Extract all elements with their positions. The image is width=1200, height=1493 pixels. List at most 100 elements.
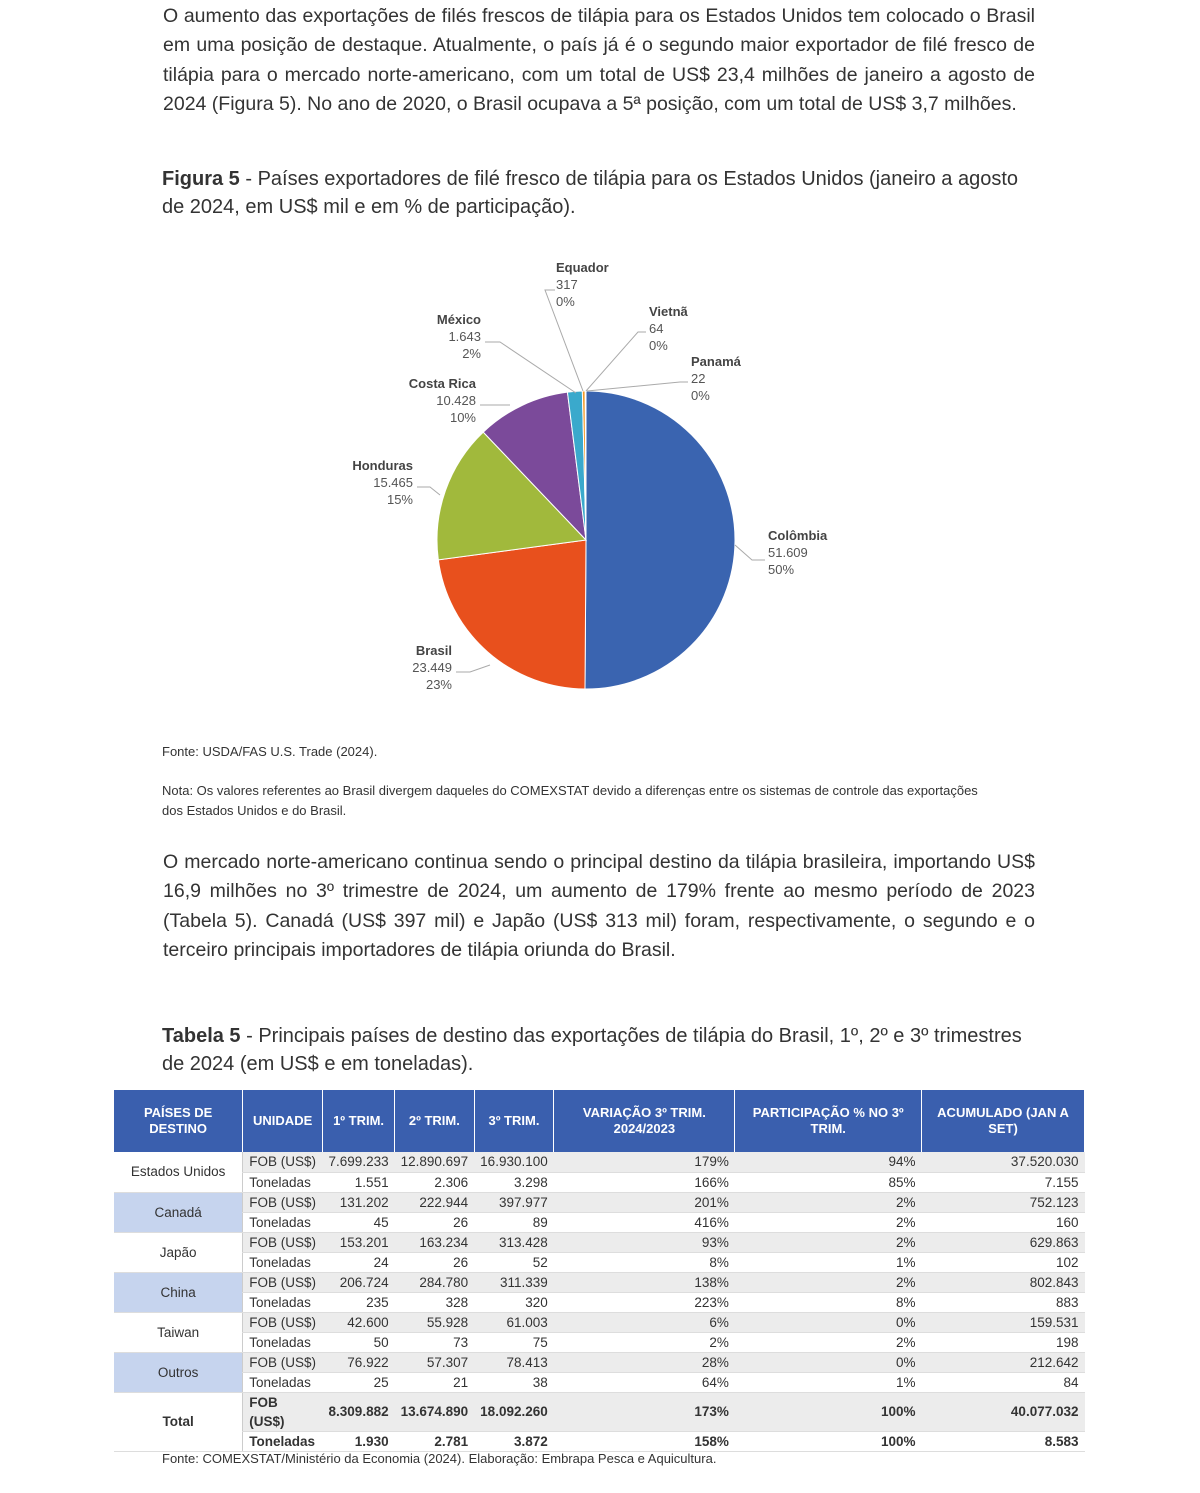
leader-line: [734, 544, 765, 561]
table-cell: FOB (US$): [242, 1152, 323, 1173]
table: PAÍSES DE DESTINO UNIDADE 1º TRIM. 2º TRIM.…: [114, 1090, 1085, 1452]
table-cell: 40.077.032: [921, 1392, 1085, 1432]
country-cell: China: [114, 1272, 243, 1313]
table-cell: 179%: [553, 1152, 735, 1173]
pie-label-value: 15.465: [373, 475, 413, 490]
header-cell: PAÍSES DE DESTINO: [114, 1090, 244, 1152]
table-cell: Toneladas: [242, 1332, 323, 1353]
table-cell: 13.674.890: [394, 1392, 475, 1432]
pie-label-percent: 0%: [556, 294, 575, 309]
table-row: Japão FOB (US$) 153.201 163.234 313.428 93% 2%…: [114, 1232, 1085, 1273]
table-cell: 102: [921, 1252, 1085, 1273]
table-cell: 2%: [553, 1332, 735, 1353]
table-cell: 131.202: [322, 1192, 395, 1213]
table-cell: FOB (US$): [242, 1352, 323, 1373]
table-cell: 7.699.233: [322, 1152, 395, 1173]
table-cell: 158%: [553, 1431, 735, 1452]
country-cell: Japão: [114, 1232, 243, 1273]
table-cell: FOB (US$): [242, 1192, 323, 1213]
pie-label-value: 51.609: [768, 545, 808, 560]
pie-label-value: 22: [691, 371, 705, 386]
table-row: China FOB (US$) 206.724 284.780 311.339 138% 2…: [114, 1272, 1085, 1313]
table-cell: 0%: [734, 1352, 922, 1373]
table-cell: 85%: [734, 1172, 922, 1193]
table-cell: 94%: [734, 1152, 922, 1173]
pie-label-percent: 0%: [691, 388, 710, 403]
table-cell: 26: [394, 1252, 475, 1273]
table-cell: 12.890.697: [394, 1152, 475, 1173]
table-cell: 8%: [553, 1252, 735, 1273]
table-cell: Toneladas: [242, 1252, 323, 1273]
table-cell: 313.428: [474, 1232, 554, 1253]
table-row: Total FOB (US$) 8.309.882 13.674.890 18.092.…: [114, 1392, 1085, 1452]
pie-label-name: Colômbia: [768, 528, 828, 543]
table-cell: 802.843: [921, 1272, 1085, 1293]
header-row: PAÍSES DE DESTINO UNIDADE 1º TRIM. 2º TRIM.…: [114, 1090, 1085, 1152]
table-row: Toneladas 1.551 2.306 3.298 166% 85% 7.155: [114, 1172, 1085, 1193]
table-cell: 7.155: [921, 1172, 1085, 1193]
leader-line: [586, 381, 688, 392]
table-cell: 163.234: [394, 1232, 475, 1253]
table-row: Toneladas 45 26 89 416% 2% 160: [114, 1212, 1085, 1233]
table-cell: 6%: [553, 1312, 735, 1333]
table-cell: 21: [394, 1372, 475, 1393]
table-cell: 78.413: [474, 1352, 554, 1373]
table-cell: 2%: [734, 1332, 922, 1353]
pie-label-percent: 0%: [649, 338, 668, 353]
pie-slice: [482, 391, 587, 542]
header-cell: UNIDADE: [242, 1090, 324, 1152]
table-cell: 3.872: [474, 1431, 554, 1452]
table-cell: Toneladas: [242, 1431, 323, 1452]
pie-label-value: 10.428: [436, 393, 476, 408]
table-cell: 212.642: [921, 1352, 1085, 1373]
leader-line: [485, 341, 577, 394]
table-cell: 222.944: [394, 1192, 475, 1213]
table-cell: 24: [322, 1252, 395, 1273]
table-cell: 1.930: [322, 1431, 395, 1452]
table-cell: 2%: [734, 1212, 922, 1233]
table-cell: 883: [921, 1292, 1085, 1313]
paragraph: O aumento das exportações de filés fresc…: [163, 5, 1035, 115]
table-row: Outros FOB (US$) 76.922 57.307 78.413 28% 0% 21…: [114, 1352, 1085, 1393]
pie-label-name: Equador: [556, 260, 609, 275]
pie-label-percent: 2%: [462, 346, 481, 361]
table-row: Taiwan FOB (US$) 42.600 55.928 61.003 6% 0% 159…: [114, 1312, 1085, 1353]
table-label: Tabela 5: [162, 1025, 241, 1047]
table-cell: Toneladas: [242, 1172, 323, 1193]
leader-line: [544, 289, 584, 392]
pie-label-percent: 15%: [387, 492, 413, 507]
table-cell: 198: [921, 1332, 1085, 1353]
table-row: Toneladas 25 21 38 64% 1% 84: [114, 1372, 1085, 1393]
pie-label-value: 317: [556, 277, 578, 292]
pie-slice: [437, 539, 587, 690]
table-cell: FOB (US$): [242, 1392, 323, 1432]
pie-label-value: 1.643: [448, 329, 481, 344]
header-cell: 3º TRIM.: [474, 1090, 555, 1152]
table-cell: 153.201: [322, 1232, 395, 1253]
leader-line: [456, 664, 491, 673]
header-cell: 2º TRIM.: [394, 1090, 475, 1152]
table-cell: 16.930.100: [474, 1152, 554, 1173]
table-cell: 2.306: [394, 1172, 475, 1193]
table-cell: 75: [474, 1332, 554, 1353]
header-cell: VARIAÇÃO 3º TRIM. 2024/2023: [553, 1090, 736, 1152]
table-cell: Toneladas: [242, 1292, 323, 1313]
table-row: Toneladas 50 73 75 2% 2% 198: [114, 1332, 1085, 1353]
table-cell: 3.298: [474, 1172, 554, 1193]
country-cell: Taiwan: [114, 1312, 243, 1353]
country-cell: Estados Unidos: [114, 1152, 243, 1193]
table-cell: 328: [394, 1292, 475, 1313]
table-cell: Toneladas: [242, 1212, 323, 1233]
table-cell: 37.520.030: [921, 1152, 1085, 1173]
country-cell: Canadá: [114, 1192, 243, 1233]
table-cell: 18.092.260: [474, 1392, 554, 1432]
country-cell: Total: [114, 1392, 243, 1452]
pie-label-percent: 10%: [450, 410, 476, 425]
table-cell: 38: [474, 1372, 554, 1393]
table-cell: 50: [322, 1332, 395, 1353]
pie-chart: Colômbia 51.609 50% Brasil 23.449 23% Honduras…: [352, 260, 828, 692]
table-row: Canadá FOB (US$) 131.202 222.944 397.977 201%…: [114, 1192, 1085, 1233]
pie-slice: [584, 390, 736, 690]
table-cell: 28%: [553, 1352, 735, 1373]
table-cell: 8%: [734, 1292, 922, 1313]
